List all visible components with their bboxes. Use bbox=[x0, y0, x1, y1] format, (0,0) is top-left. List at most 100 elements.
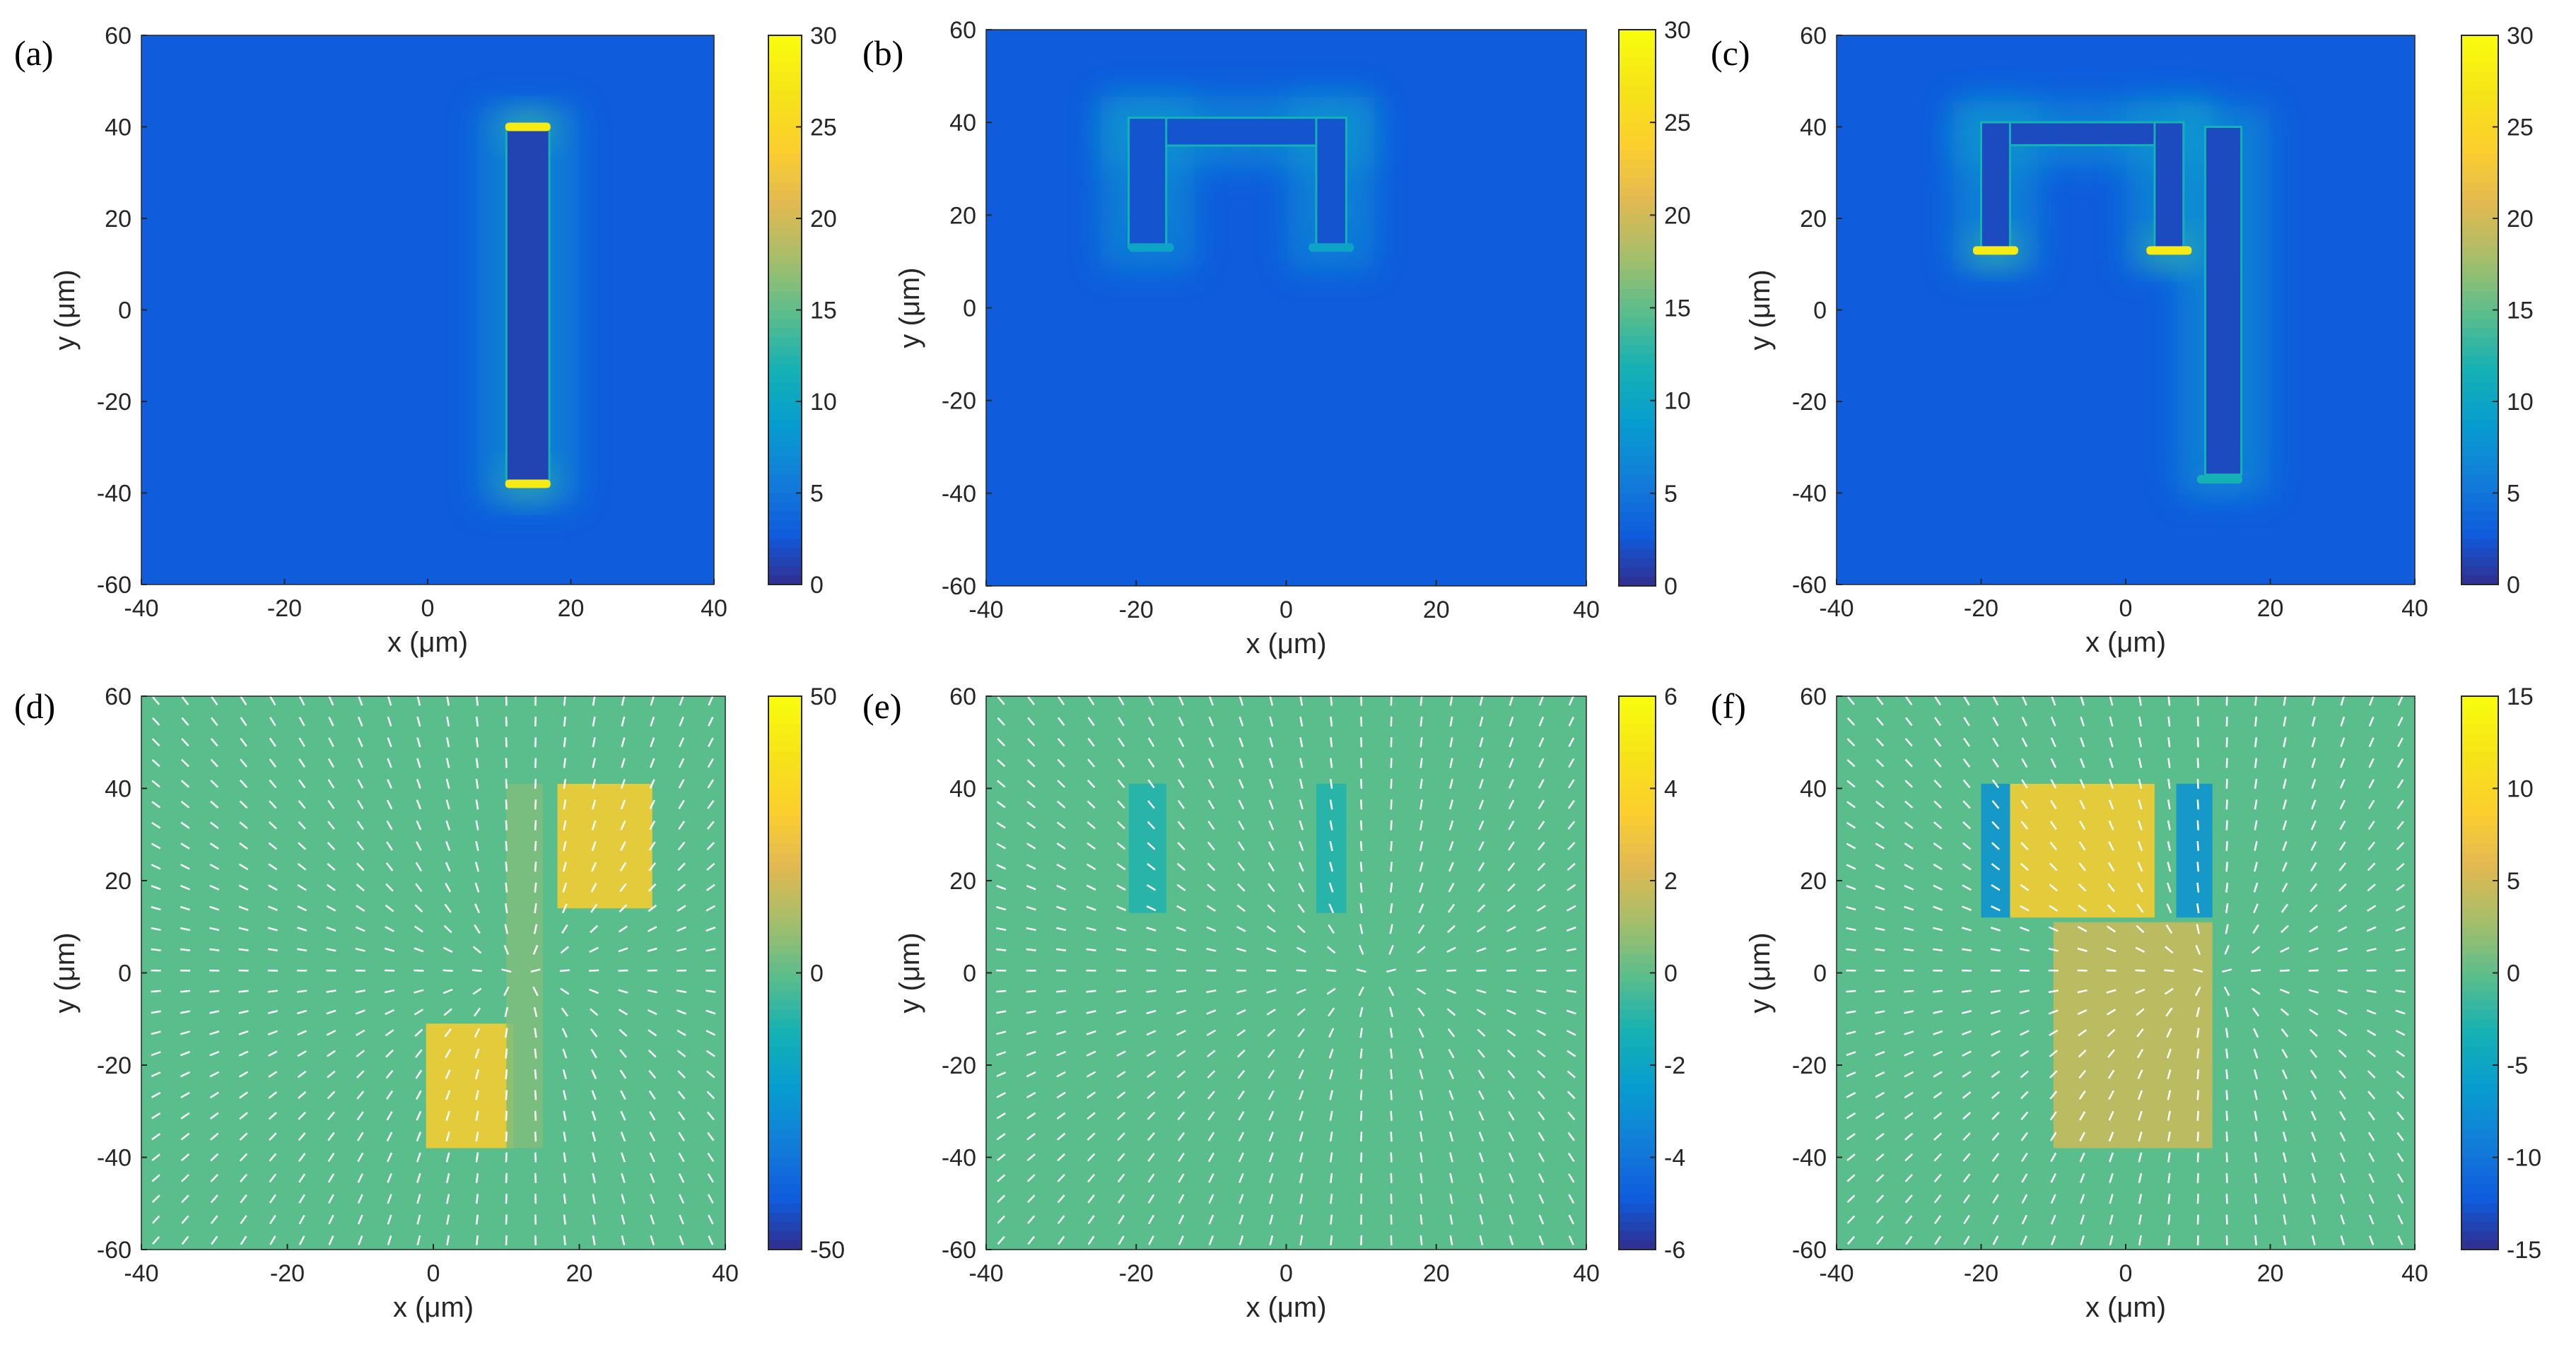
quiver-arrow bbox=[2020, 1111, 2029, 1120]
quiver-arrow bbox=[1933, 1050, 1943, 1057]
colorbar-tick-label: -2 bbox=[1664, 1052, 1685, 1079]
quiver-arrow bbox=[1506, 989, 1516, 994]
quiver-arrow bbox=[1538, 1132, 1545, 1141]
quiver-arrow bbox=[2167, 1173, 2171, 1183]
colorbar-segment bbox=[1619, 159, 1656, 170]
colorbar-segment bbox=[2461, 760, 2498, 771]
colorbar-segment bbox=[768, 1148, 802, 1158]
plot-frame bbox=[985, 29, 1587, 587]
quiver-arrow bbox=[1419, 1090, 1424, 1100]
colorbar-segment bbox=[2461, 71, 2498, 82]
x-tick-label: -20 bbox=[1964, 1260, 1998, 1287]
colorbar-segment bbox=[2461, 401, 2498, 411]
quiver-arrow bbox=[356, 862, 365, 871]
quiver-arrow bbox=[181, 1235, 189, 1245]
colorbar-segment bbox=[1619, 113, 1656, 124]
colorbar-segment bbox=[2461, 383, 2498, 394]
colorbar-segment bbox=[1619, 806, 1656, 817]
quiver-arrow bbox=[997, 738, 1006, 747]
quiver-arrow bbox=[590, 924, 599, 934]
y-tick-label: -20 bbox=[97, 389, 131, 416]
colorbar-segment bbox=[2461, 825, 2498, 835]
colorbar-segment bbox=[1619, 335, 1656, 346]
colorbar-segment bbox=[2461, 273, 2498, 283]
colorbar-segment bbox=[1619, 252, 1656, 262]
quiver-arrow bbox=[2138, 1173, 2143, 1183]
quiver-arrow bbox=[1567, 1111, 1576, 1120]
colorbar-segment bbox=[2461, 908, 2498, 919]
quiver-arrow bbox=[1389, 1028, 1393, 1038]
colorbar-segment bbox=[768, 511, 802, 522]
colorbar-segment bbox=[768, 401, 802, 411]
colorbar-segment bbox=[1619, 502, 1656, 513]
quiver-arrow bbox=[298, 1111, 306, 1120]
quiver-arrow bbox=[268, 1071, 278, 1078]
colorbar-segment bbox=[768, 227, 802, 237]
quiver-arrow bbox=[327, 779, 335, 789]
x-axis-label: x (μm) bbox=[1246, 1292, 1326, 1323]
quiver-arrow bbox=[355, 926, 365, 932]
field-region bbox=[1128, 783, 1166, 913]
quiver-arrow bbox=[1933, 1030, 1943, 1035]
quiver-arrow bbox=[620, 841, 626, 851]
quiver-arrow bbox=[2050, 1214, 2056, 1225]
quiver-arrow bbox=[649, 1132, 656, 1141]
colorbar-segment bbox=[1619, 963, 1656, 974]
quiver-arrow bbox=[1567, 821, 1576, 830]
colorbar-segment bbox=[768, 1157, 802, 1168]
quiver-arrow bbox=[501, 968, 512, 973]
quiver-arrow bbox=[2339, 1111, 2346, 1121]
x-tick-label: 0 bbox=[1280, 1260, 1293, 1287]
quiver-arrow bbox=[180, 1051, 190, 1057]
quiver-arrow bbox=[563, 1132, 567, 1142]
x-tick-label: 40 bbox=[1573, 1260, 1600, 1287]
quiver-arrow bbox=[706, 1050, 715, 1057]
colorbar-segment bbox=[1619, 834, 1656, 845]
quiver-arrow bbox=[1448, 1132, 1454, 1142]
colorbar-segment bbox=[768, 1221, 802, 1232]
quiver-arrow bbox=[239, 1112, 248, 1120]
quiver-arrow bbox=[387, 1194, 392, 1204]
quiver-arrow bbox=[2079, 1111, 2086, 1121]
quiver-arrow bbox=[1846, 1112, 1856, 1120]
quiver-arrow bbox=[2109, 1235, 2114, 1246]
quiver-arrow bbox=[2138, 1132, 2143, 1142]
colorbar-segment bbox=[2461, 191, 2498, 201]
quiver-arrow bbox=[2049, 1070, 2058, 1079]
quiver-arrow bbox=[443, 946, 453, 953]
colorbar-segment bbox=[1619, 224, 1656, 235]
quiver-arrow bbox=[1147, 1091, 1156, 1099]
quiver-arrow bbox=[996, 1092, 1006, 1098]
y-tick-label: 40 bbox=[949, 110, 976, 136]
quiver-arrow bbox=[1329, 799, 1333, 810]
quiver-arrow bbox=[180, 885, 190, 891]
colorbar-segment bbox=[1619, 233, 1656, 244]
x-tick-label: 20 bbox=[1423, 597, 1450, 623]
quiver-arrow bbox=[416, 1173, 421, 1183]
quiver-arrow bbox=[1507, 1090, 1515, 1100]
quiver-arrow bbox=[1933, 989, 1943, 993]
colorbar-segment bbox=[2461, 493, 2498, 503]
quiver-arrow bbox=[2337, 989, 2348, 994]
quiver-arrow bbox=[416, 1214, 421, 1225]
colorbar-segment bbox=[768, 982, 802, 992]
quiver-arrow bbox=[1538, 821, 1545, 830]
y-tick-label: 60 bbox=[949, 683, 976, 710]
quiver-arrow bbox=[562, 862, 567, 872]
panel-letter: (f) bbox=[1711, 686, 1746, 726]
quiver-arrow bbox=[298, 717, 305, 727]
quiver-arrow bbox=[997, 696, 1005, 705]
quiver-arrow bbox=[1239, 758, 1244, 768]
quiver-arrow bbox=[1476, 925, 1486, 933]
quiver-arrow bbox=[1875, 948, 1885, 951]
colorbar-segment bbox=[768, 1212, 802, 1223]
quiver-arrow bbox=[505, 882, 508, 893]
colorbar-segment bbox=[2461, 788, 2498, 799]
colorbar-segment bbox=[1619, 48, 1656, 59]
quiver-arrow bbox=[1299, 820, 1304, 830]
quiver-arrow bbox=[1296, 1008, 1306, 1016]
quiver-arrow bbox=[2282, 820, 2288, 830]
colorbar-segment bbox=[1619, 1093, 1656, 1103]
quiver-arrow bbox=[328, 1214, 334, 1225]
quiver-arrow bbox=[1269, 696, 1274, 706]
